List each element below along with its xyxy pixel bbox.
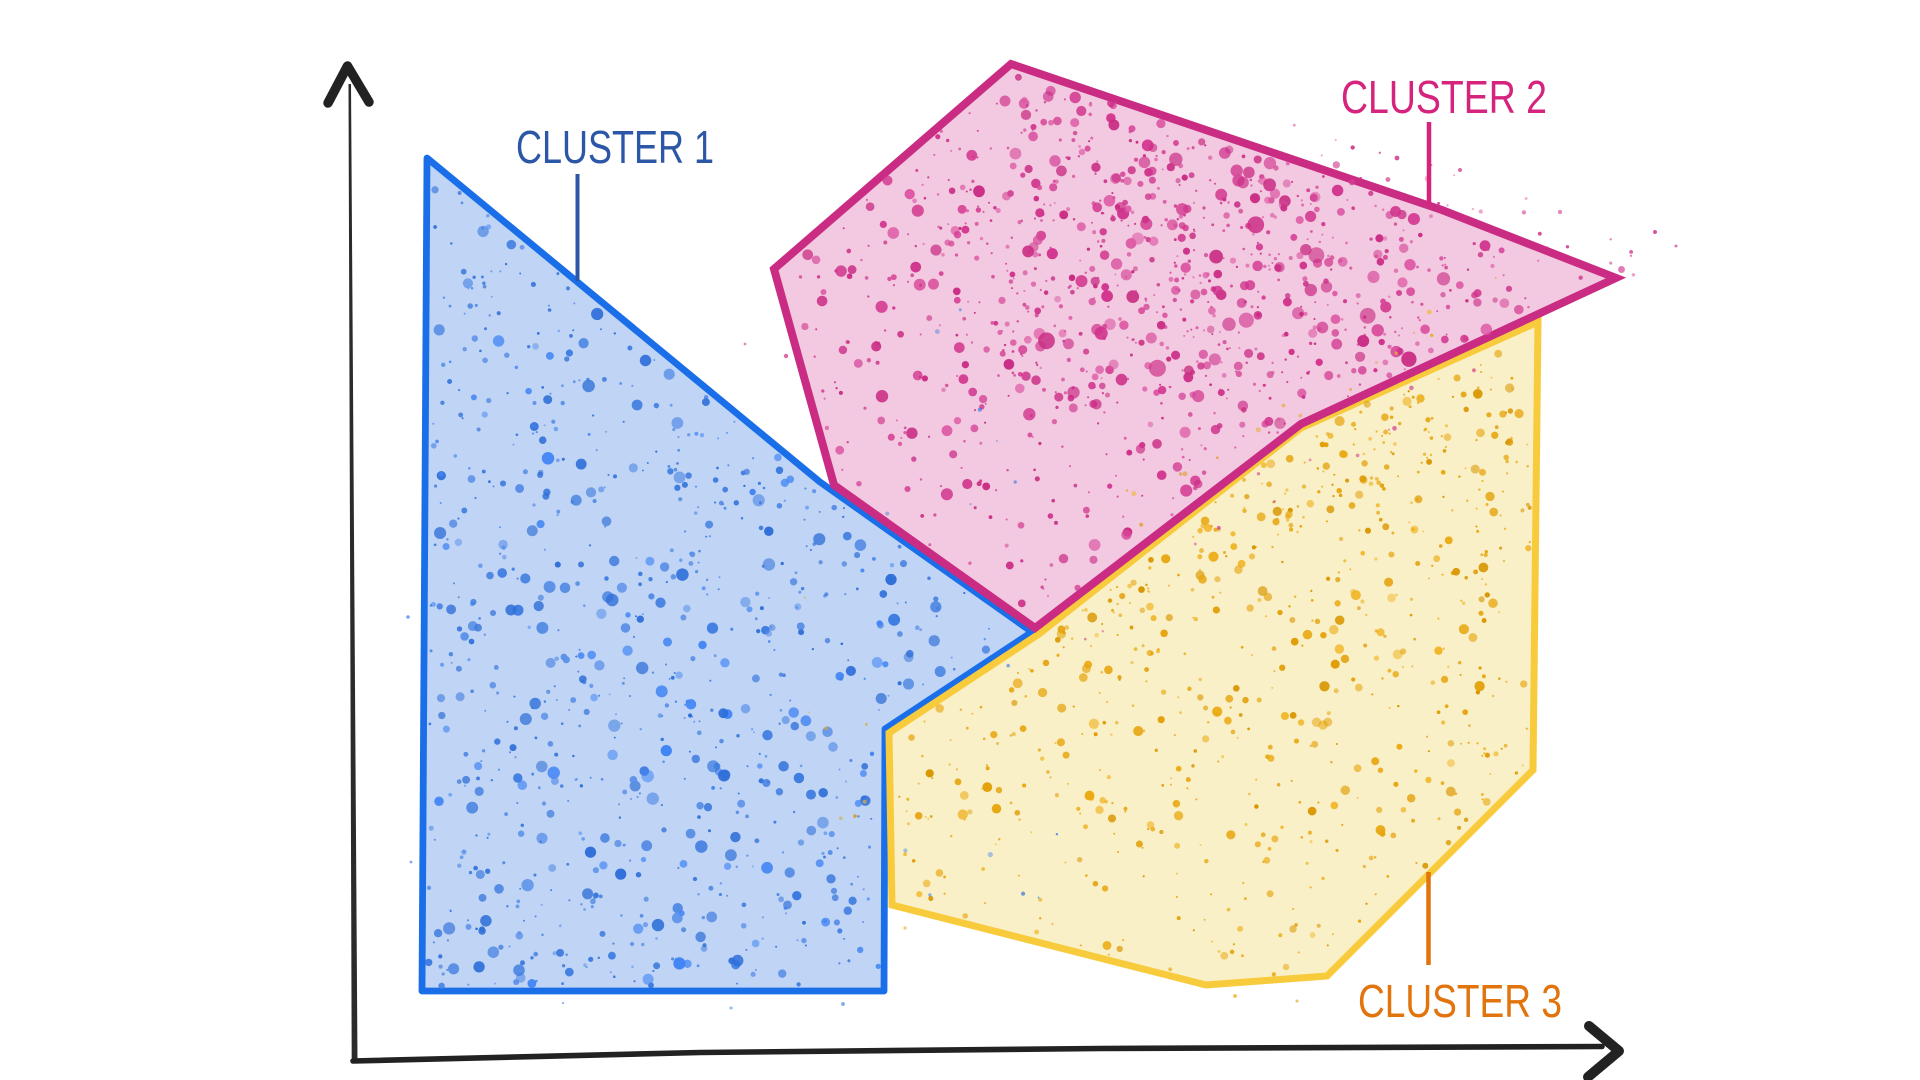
svg-text:CLUSTER 1: CLUSTER 1 [516,121,714,173]
svg-text:CLUSTER 2: CLUSTER 2 [1341,71,1547,123]
svg-text:CLUSTER 3: CLUSTER 3 [1358,975,1562,1027]
